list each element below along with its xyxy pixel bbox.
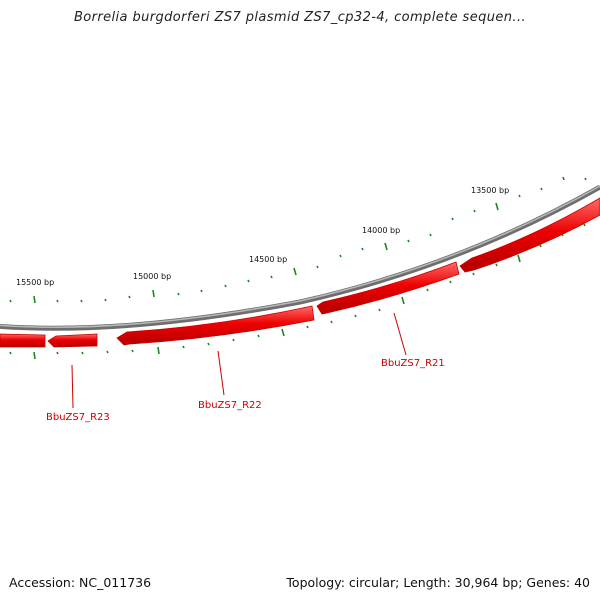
- gene-labels: BbuZS7_R21 BbuZS7_R22 BbuZS7_R23: [46, 358, 445, 423]
- accession-text: Accession: NC_011736: [9, 575, 152, 590]
- bp-label-13500: 13500 bp: [471, 186, 509, 195]
- map-title: Borrelia burgdorferi ZS7 plasmid ZS7_cp3…: [73, 10, 527, 25]
- gene-arrow-right[interactable]: [459, 197, 600, 273]
- gene-label-r21: BbuZS7_R21: [381, 358, 445, 369]
- gene-label-r23: BbuZS7_R23: [46, 412, 110, 423]
- inner-ticks: [9, 223, 586, 360]
- gene-arrow-left[interactable]: [0, 333, 46, 348]
- gene-arrow-r21[interactable]: [316, 261, 460, 315]
- backbone: [0, 184, 600, 331]
- topology-summary: Topology: circular; Length: 30,964 bp; G…: [286, 575, 590, 590]
- gene-label-r22: BbuZS7_R22: [198, 400, 262, 411]
- gene-arrow-r22[interactable]: [116, 305, 315, 346]
- bp-label-14500: 14500 bp: [249, 255, 287, 264]
- outer-ticks: [9, 176, 587, 304]
- bp-label-15000: 15000 bp: [133, 272, 171, 281]
- gene-arrows: [0, 197, 600, 348]
- bp-label-15500: 15500 bp: [16, 278, 54, 287]
- bp-label-14000: 14000 bp: [362, 226, 400, 235]
- gene-arrow-r23[interactable]: [47, 333, 98, 348]
- gene-leaders: [71, 312, 407, 409]
- bp-labels: 13500 bp 14000 bp 14500 bp 15000 bp 1550…: [16, 186, 509, 287]
